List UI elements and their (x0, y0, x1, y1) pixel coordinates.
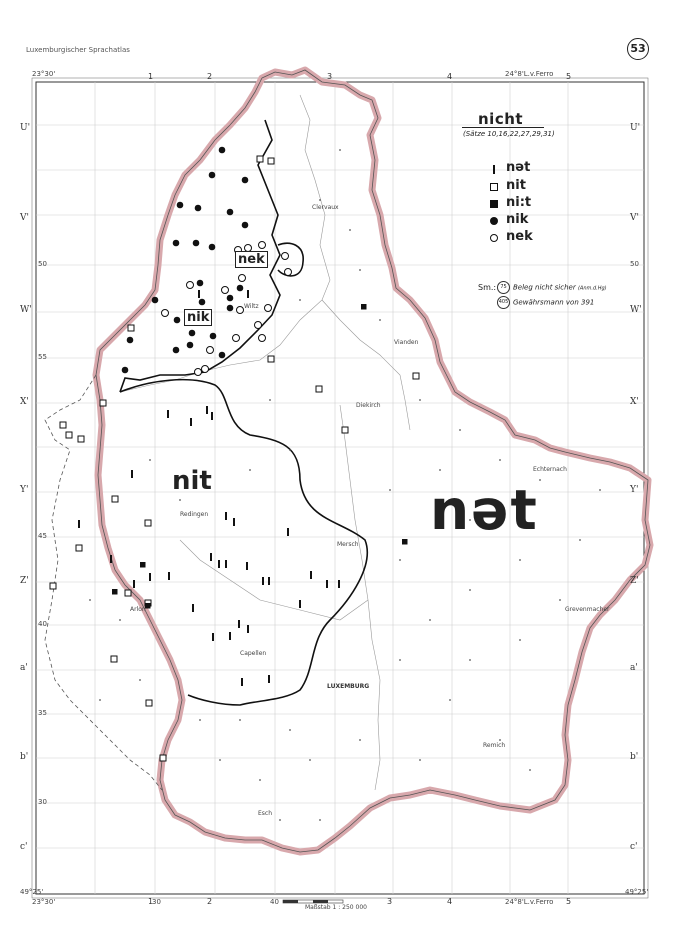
place-remich: Remich (483, 742, 506, 749)
grid-col-5-bottom: 5 (566, 897, 572, 906)
legend-label-nek: nek (506, 229, 533, 244)
row-label-c: c' (20, 842, 28, 852)
lat-bottom-right: 49°25' (625, 888, 649, 896)
row-label-X-right: X' (630, 397, 639, 407)
bar-symbol-icon (493, 165, 495, 174)
row-label-W: W' (20, 305, 32, 315)
place-capellen: Capellen (240, 650, 267, 657)
area-label-nek: nek (235, 251, 268, 268)
area-label-nit: nit (172, 466, 212, 496)
place-redingen: Redingen (180, 511, 209, 518)
place-diekirch: Diekirch (356, 402, 381, 409)
row-label-U: U' (20, 123, 31, 133)
place-echternach: Echternach (533, 466, 567, 473)
place-mersch: Mersch (337, 541, 359, 548)
note-uncertain: 75 Beleg nicht sicher (Anm.d.Hg) (497, 281, 607, 294)
grid-col-4: 4 (447, 72, 453, 81)
place-wiltz: Wiltz (244, 303, 259, 310)
place-esch: Esch (258, 810, 273, 817)
filled-circle-icon (490, 217, 498, 225)
place-arlon: Arlon (130, 606, 146, 613)
lat-label-3: 45 (38, 532, 47, 540)
atlas-title: Luxemburgischer Sprachatlas (26, 46, 130, 54)
lat-label-5: 35 (38, 709, 47, 717)
scale-label: Maßstab 1 : 250 000 (305, 904, 367, 911)
place-vianden: Vianden (394, 339, 419, 346)
lat-label-1: 50 (38, 260, 47, 268)
legend-title: nicht (478, 110, 524, 128)
row-label-b-right: b' (630, 752, 639, 762)
grid-col-3: 3 (327, 72, 333, 81)
coord-bottom-right: 24°8'L.v.Ferro (505, 898, 554, 906)
grid-col-3-bottom: 3 (387, 897, 393, 906)
note-text-uncertain: Beleg nicht sicher (513, 283, 576, 292)
note-mark-405: 405 (497, 296, 510, 309)
symbols-nik (121, 146, 249, 374)
row-label-Z: Z' (20, 576, 29, 586)
note-text-informant: Gewährsmann von 391 (513, 298, 595, 307)
place-luxemburg: LUXEMBURG (327, 683, 370, 690)
coord-top-right: 24°8'L.v.Ferro (505, 70, 554, 78)
page-number: 53 (627, 38, 649, 60)
sm-label: Sm.: (478, 283, 497, 292)
row-label-c-right: c' (630, 842, 638, 852)
area-label-net: nət (430, 478, 539, 542)
grid-col-2-bottom: 2 (207, 897, 213, 906)
row-label-Z-right: Z' (630, 576, 639, 586)
row-label-a-right: a' (630, 663, 638, 673)
scale-bar (282, 899, 344, 904)
rivers (119, 94, 411, 791)
row-label-Y: Y' (20, 485, 29, 495)
grid-col-5: 5 (566, 72, 572, 81)
legend-label-nik: nik (506, 212, 529, 227)
row-label-V: V' (20, 213, 29, 223)
legend-subtitle: (Sätze 10,16,22,27,29,31) (463, 130, 555, 138)
lat-label-4: 40 (38, 620, 47, 628)
filled-square-icon (490, 200, 498, 208)
map-grid (36, 82, 644, 894)
coord-top-left: 23°30' (32, 70, 56, 78)
row-label-a: a' (20, 663, 28, 673)
place-grevenmacher: Grevenmacher (565, 606, 610, 613)
map-frame (35, 81, 645, 895)
grid-bottom-30: 30 (152, 898, 161, 906)
lat-label-6: 55 (38, 353, 47, 361)
symbols-nit-long (112, 304, 408, 609)
legend-label-net: nət (506, 160, 531, 175)
lat-bottom-left: 49°25' (20, 888, 44, 896)
place-dots (89, 149, 601, 821)
row-label-W-right: W' (630, 305, 642, 315)
note-informant: 405 Gewährsmann von 391 (497, 296, 594, 309)
lat-label-7: 30 (38, 798, 47, 806)
row-label-V-right: V' (630, 213, 639, 223)
legend-label-nit-long: ni:t (506, 195, 532, 210)
open-circle-icon (490, 234, 498, 242)
open-square-icon (490, 183, 498, 191)
place-clervaux: Clervaux (312, 204, 339, 211)
symbols-nek (161, 241, 292, 376)
legend-label-nit: nit (506, 178, 526, 193)
coord-bottom-left: 23°30' (32, 898, 56, 906)
legend-rule (462, 127, 544, 128)
area-label-nik: nik (184, 309, 213, 326)
grid-bottom-40: 40 (270, 898, 279, 906)
map-outer-frame (31, 77, 649, 899)
symbols-net (78, 290, 340, 686)
row-label-X: X' (20, 397, 29, 407)
row-label-b: b' (20, 752, 29, 762)
grid-col-1-bottom: 1 (148, 897, 154, 906)
note-mark-75: 75 (497, 281, 510, 294)
grid-col-1: 1 (148, 72, 154, 81)
row-label-Y-right: Y' (630, 485, 639, 495)
note-small-uncertain: (Anm.d.Hg) (577, 285, 607, 292)
row-label-U-right: U' (630, 123, 641, 133)
grid-col-2: 2 (207, 72, 213, 81)
lat-label-2: 50 (630, 260, 639, 268)
grid-col-4-bottom: 4 (447, 897, 453, 906)
